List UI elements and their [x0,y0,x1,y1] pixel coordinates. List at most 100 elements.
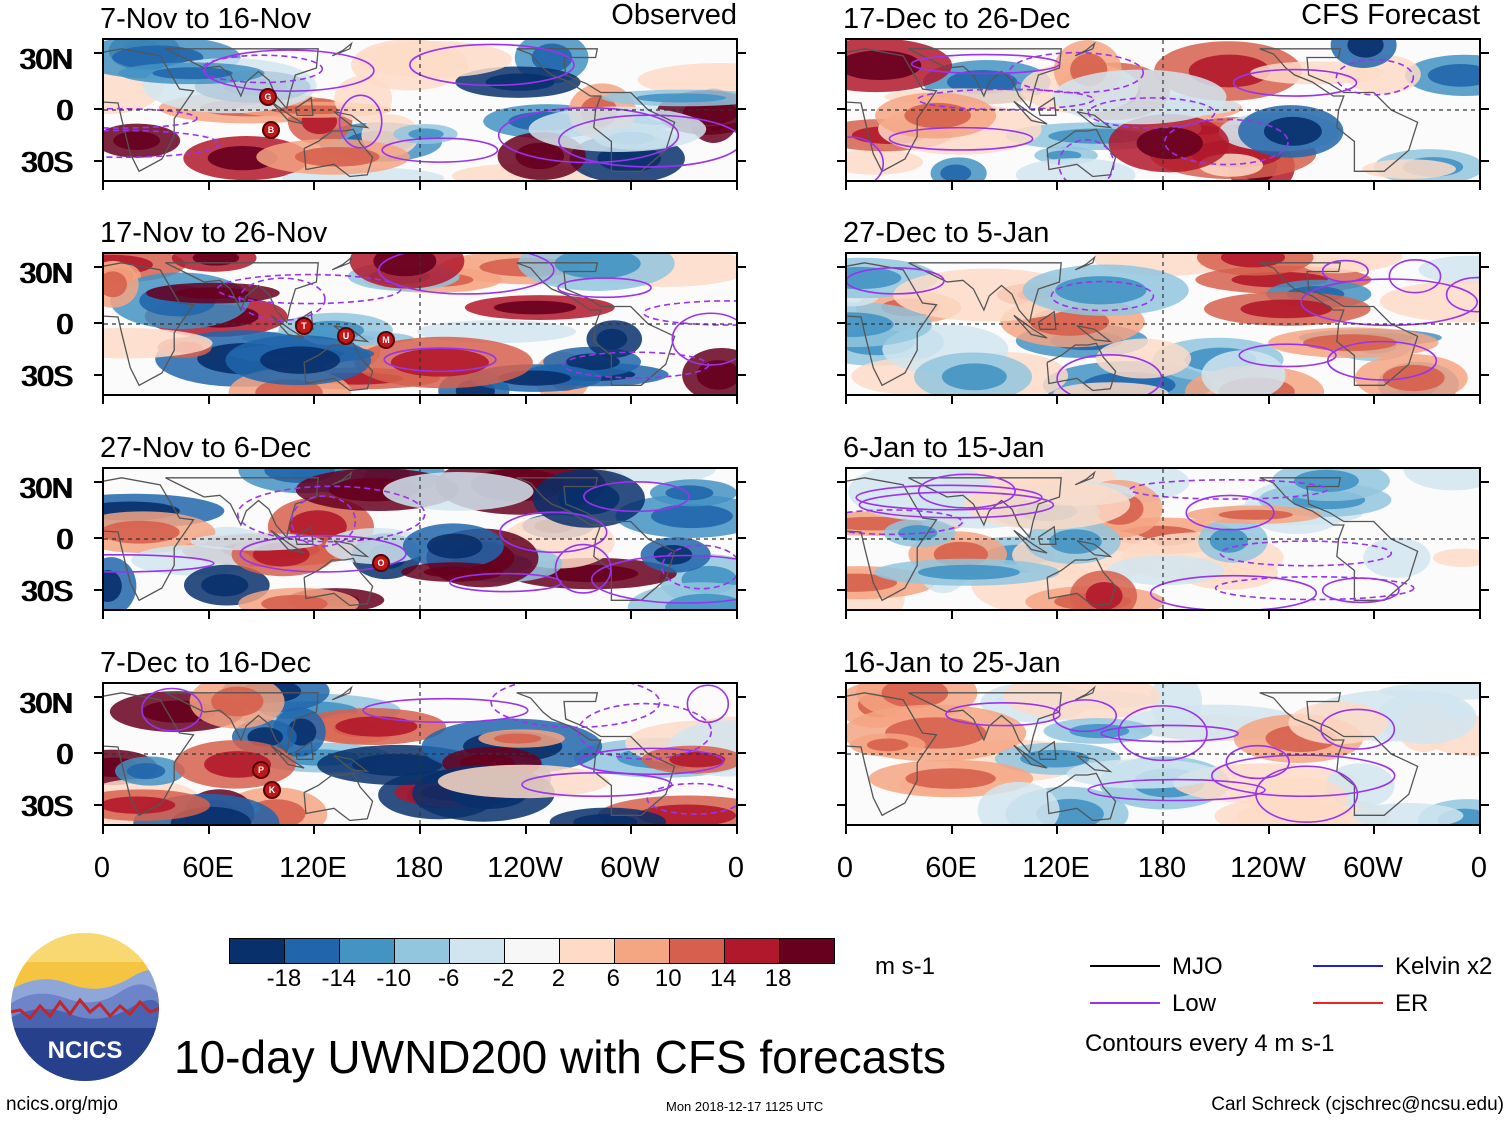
anomaly-core [493,300,577,315]
colorbar-tick-label: 10 [654,965,682,992]
anomaly-blob [847,149,923,175]
tropical-cyclone-marker[interactable]: O [372,554,390,572]
latitude-label: 30N [18,688,72,720]
latitude-label: 30S [20,576,72,608]
anomaly-core [1293,469,1359,493]
latitude-label: 30N [20,44,74,76]
coastline [847,477,938,602]
tropical-cyclone-marker[interactable]: P [252,761,270,779]
panel-period-title: 7-Nov to 16-Nov [100,3,312,35]
contour [1225,744,1290,780]
anomaly-core [390,348,489,377]
anomaly-blob [104,328,213,359]
tropical-cyclone-marker[interactable]: G [259,88,277,106]
colorbar-swatch [450,939,505,963]
ncics-logo: NCICS [10,932,160,1082]
coastline [1013,314,1048,339]
lon-tick [525,611,527,619]
footer-url[interactable]: ncics.org/mjo [6,1094,118,1115]
longitude-label: 0 [727,852,745,884]
low-frequency-contours [141,684,736,815]
coastline [1037,740,1057,760]
lon-tick [1479,396,1481,404]
longitude-label: 180 [1137,852,1187,884]
latitude-label: 0 [55,739,72,771]
lat-tick [1481,266,1489,268]
lon-tick [525,396,527,404]
tropical-cyclone-marker[interactable]: M [377,331,395,349]
colorbar [229,938,835,964]
anomaly-core [554,254,641,279]
anomaly-blob [637,63,736,97]
contour [409,43,575,87]
coastline [331,41,353,57]
coastline [1074,41,1096,57]
tropical-cyclone-marker[interactable]: U [337,327,355,345]
tropical-cyclone-marker[interactable]: T [295,317,313,335]
logo-text: NCICS [48,1037,123,1064]
contour [497,107,680,164]
storm-letter: O [377,558,385,568]
contour [686,684,730,724]
latitude-label: 30S [20,361,72,393]
map-canvas [104,40,736,180]
contour [1117,705,1208,762]
low-frequency-contours [847,473,1415,609]
map-canvas [847,40,1479,180]
lon-tick [1162,826,1164,834]
lat-tick [837,589,845,591]
legend-label: Kelvin x2 [1395,953,1493,980]
panel-period-title: 17-Dec to 26-Dec [843,3,1071,35]
lon-tick [102,826,104,834]
latitude-label: 30N [20,258,74,290]
contour [583,480,690,513]
latitude-label: 30N [18,44,72,76]
lat-tick [94,752,102,754]
lat-tick [837,752,845,754]
lon-tick [845,396,847,404]
longitude-label: 120W [487,852,563,884]
anomaly-blob [1095,338,1192,379]
contour [383,347,497,373]
tropical-cyclone-marker[interactable]: K [263,781,281,799]
lon-tick [845,182,847,190]
forecast-panel: 6-Jan to 15-Jan30N030S [837,432,1489,619]
longitude-label: 120W [1230,852,1306,884]
wind-anomaly-shading [847,684,1479,824]
longitude-label: 180 [394,852,444,884]
coastline [333,540,370,558]
contour [1129,479,1328,500]
latitude-label: 0 [55,309,72,341]
forecast-panel: 16-Jan to 25-Jan30N030S [837,647,1489,834]
contour [201,54,324,84]
lat-tick [1481,52,1489,54]
panel-period-title: 16-Jan to 25-Jan [843,647,1061,679]
lon-tick [525,182,527,190]
legend-line-swatch [1090,1002,1160,1004]
anomaly-core [260,346,341,374]
latitude-label: 0 [57,309,74,341]
storm-letter: U [342,331,350,341]
panel-period-title: 27-Dec to 5-Jan [843,217,1050,249]
contour [1214,575,1415,601]
coastline [303,557,374,607]
lat-tick [94,108,102,110]
tropical-cyclone-marker[interactable]: B [262,121,280,139]
longitude-label: 0 [836,852,854,884]
lon-tick [1268,396,1270,404]
colorbar-tick-label: 18 [764,965,792,992]
coastlines [104,685,676,822]
panel-period-title: 17-Nov to 26-Nov [100,217,328,249]
longitude-label: 60E [925,852,977,884]
lat-tick [837,108,845,110]
lat-tick [837,52,845,54]
coastline [847,692,938,817]
coastline [270,529,305,554]
contour [1050,280,1155,312]
coastline [1037,96,1057,116]
map-canvas [104,684,736,824]
anomaly-core [427,533,483,559]
lon-tick [419,396,421,404]
observed-panel: 27-Nov to 6-Dec O 30N 0 30S [19,432,746,619]
latitude-label: 30N [20,688,74,720]
